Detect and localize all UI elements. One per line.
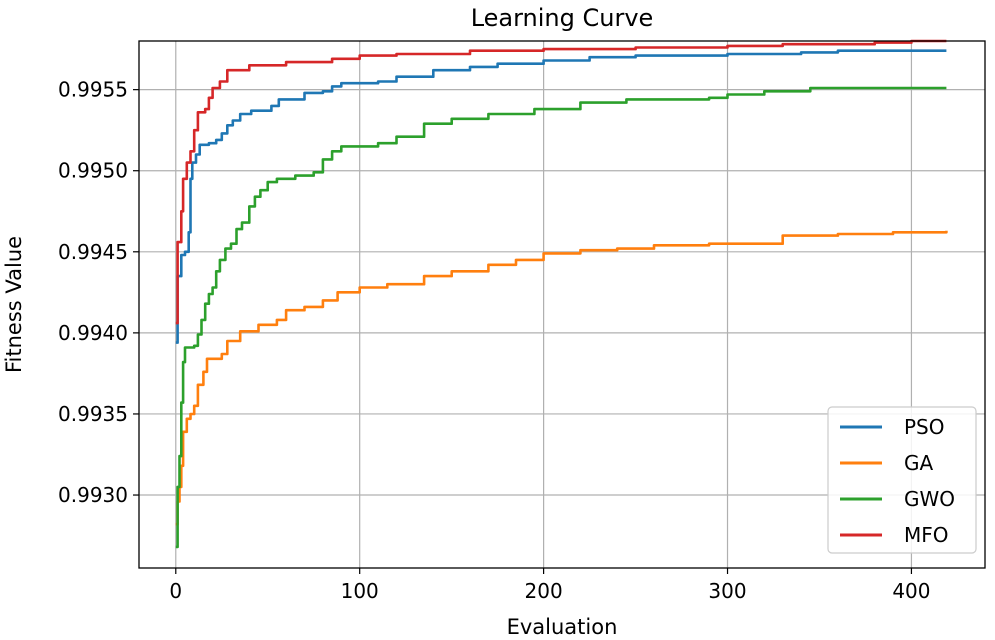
series-line-mfo [175,39,947,325]
axis-ticks: 0 100 200 300 400 0.9930 0.9935 0.9940 0.9945 0.9… [58,78,931,603]
series-lines [175,39,948,549]
series-line-gwo [175,86,947,549]
y-tick-label: 0.9945 [58,240,128,264]
x-tick-label: 100 [341,579,379,603]
legend-label-pso: PSO [904,415,945,439]
series-line-pso [175,49,947,344]
legend-box [827,406,977,554]
y-axis-label: Fitness Value [2,236,26,373]
legend-label-mfo: MFO [904,523,949,547]
legend-label-gwo: GWO [904,487,955,511]
chart-title: Learning Curve [471,4,654,32]
y-tick-label: 0.9950 [58,159,128,183]
series-line-ga [175,230,948,526]
legend: PSO GA GWO MFO [827,406,977,554]
x-tick-label: 0 [169,579,182,603]
y-tick-label: 0.9940 [58,321,128,345]
x-axis-label: Evaluation [507,615,618,639]
legend-label-ga: GA [904,451,933,475]
grid [139,41,985,568]
y-tick-label: 0.9930 [58,483,128,507]
x-tick-label: 400 [892,579,930,603]
x-tick-label: 200 [525,579,563,603]
y-tick-label: 0.9935 [58,402,128,426]
y-tick-label: 0.9955 [58,78,128,102]
plot-frame [138,40,986,569]
x-tick-label: 300 [708,579,746,603]
